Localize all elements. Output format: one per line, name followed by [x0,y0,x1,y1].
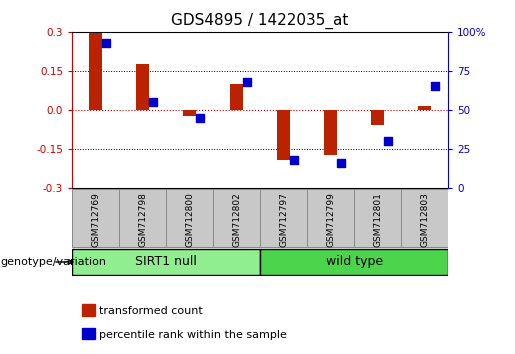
Text: GSM712769: GSM712769 [91,193,100,247]
FancyBboxPatch shape [119,189,166,247]
Bar [230,84,243,110]
Text: GSM712803: GSM712803 [420,193,429,247]
FancyBboxPatch shape [260,249,448,275]
Bar [89,33,102,110]
Bar [277,110,290,160]
Point [290,157,298,162]
Bar [136,64,149,110]
Text: percentile rank within the sample: percentile rank within the sample [99,330,287,339]
Point [102,40,110,46]
Bar [371,110,384,125]
Bar [324,110,337,155]
FancyBboxPatch shape [166,189,213,247]
Text: transformed count: transformed count [99,306,202,316]
Text: genotype/variation: genotype/variation [0,257,106,267]
Bar [82,327,95,339]
Bar [418,106,431,110]
Title: GDS4895 / 1422035_at: GDS4895 / 1422035_at [171,13,349,29]
FancyBboxPatch shape [72,189,119,247]
FancyBboxPatch shape [401,189,448,247]
Text: GSM712797: GSM712797 [279,193,288,247]
FancyBboxPatch shape [354,189,401,247]
FancyBboxPatch shape [260,189,307,247]
Point [196,115,204,120]
Point [337,160,345,166]
Text: GSM712801: GSM712801 [373,193,382,247]
Text: SIRT1 null: SIRT1 null [135,255,197,268]
Bar [183,110,196,116]
FancyBboxPatch shape [213,189,260,247]
Text: GSM712799: GSM712799 [326,193,335,247]
Text: wild type: wild type [325,255,383,268]
Text: GSM712800: GSM712800 [185,193,194,247]
FancyBboxPatch shape [307,189,354,247]
Text: GSM712798: GSM712798 [138,193,147,247]
Text: GSM712802: GSM712802 [232,193,241,247]
Point [243,79,251,85]
Point [149,99,157,105]
Bar [82,304,95,316]
Point [431,84,439,89]
FancyBboxPatch shape [72,249,260,275]
Point [384,138,392,144]
